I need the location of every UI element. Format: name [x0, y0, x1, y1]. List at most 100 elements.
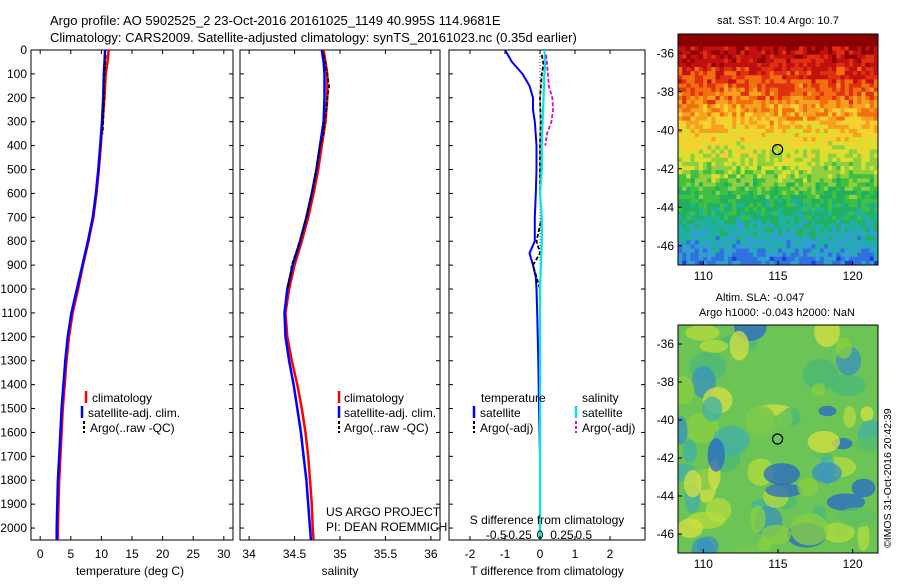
sst-cell	[740, 244, 746, 249]
sst-cell	[707, 223, 712, 229]
sst-cell	[803, 100, 808, 105]
sst-cell	[811, 190, 816, 196]
sst-cell	[744, 174, 750, 179]
sst-cell	[832, 54, 837, 60]
sst-cell	[865, 62, 871, 68]
sst-cell	[769, 128, 775, 134]
sst-cell	[740, 46, 746, 51]
sst-cell	[719, 207, 725, 212]
sst-cell	[832, 91, 837, 97]
sst-cell	[865, 182, 871, 188]
sst-cell	[782, 186, 787, 192]
sst-cell	[832, 58, 837, 64]
sst-cell	[807, 133, 812, 138]
sst-cell	[719, 244, 725, 249]
sst-cell	[865, 91, 871, 97]
sst-cell	[748, 62, 754, 68]
sst-cell	[803, 203, 808, 208]
sst-cell	[723, 178, 729, 183]
sst-cell	[828, 120, 833, 126]
sst-cell	[765, 244, 771, 249]
sst-cell	[840, 227, 846, 233]
sst-cell	[761, 232, 766, 237]
sst-cell	[757, 95, 762, 101]
sst-cell	[786, 120, 791, 126]
sst-cell	[678, 133, 683, 138]
sst-cell	[740, 166, 746, 171]
sst-cell	[715, 153, 721, 159]
sst-cell	[728, 75, 733, 80]
sst-cell	[711, 34, 716, 39]
sst-cell	[690, 79, 696, 84]
sst-cell	[736, 124, 741, 130]
temperature-panel	[30, 49, 234, 541]
sst-cell	[798, 149, 804, 155]
sst-cell	[811, 194, 816, 200]
sst-cell	[682, 83, 687, 89]
sst-cell	[740, 256, 746, 262]
sst-cell	[686, 157, 691, 163]
sst-cell	[728, 252, 733, 258]
sst-cell	[761, 203, 766, 208]
sst-cell	[740, 141, 746, 146]
sst-cell	[757, 207, 762, 212]
sst-cell	[815, 120, 821, 126]
sst-cell	[865, 145, 871, 150]
sla-eddy	[860, 406, 874, 422]
sst-cell	[869, 190, 875, 196]
sst-cell	[807, 256, 812, 262]
x-tick-label: 0	[537, 547, 544, 561]
sst-cell	[782, 149, 787, 155]
sst-cell	[811, 116, 816, 122]
sst-cell	[757, 178, 762, 183]
sst-cell	[815, 157, 821, 163]
sst-cell	[865, 50, 871, 56]
sst-cell	[686, 46, 691, 51]
sst-cell	[744, 252, 750, 258]
sst-cell	[732, 124, 737, 130]
sst-cell	[736, 244, 741, 249]
sst-cell	[707, 219, 712, 225]
sst-cell	[857, 116, 862, 122]
sst-cell	[823, 46, 829, 51]
sst-cell	[798, 232, 804, 237]
sst-cell	[686, 67, 691, 72]
sst-cell	[682, 149, 687, 155]
sst-cell	[719, 108, 725, 113]
sst-cell	[740, 137, 746, 142]
sst-cell	[848, 240, 854, 245]
sst-cell	[736, 182, 741, 188]
sst-cell	[690, 112, 696, 117]
sst-cell	[865, 87, 871, 93]
sst-cell	[686, 124, 691, 130]
sst-cell	[869, 112, 875, 117]
sst-cell	[807, 100, 812, 105]
legend-satellite-label: satellite-adj. clim.	[88, 406, 180, 420]
sst-cell	[844, 120, 850, 126]
sst-cell	[811, 71, 816, 76]
sst-cell	[803, 46, 808, 51]
sst-cell	[686, 137, 691, 142]
sst-cell	[719, 219, 725, 225]
series-line-salinity-argo-adj-	[544, 54, 554, 146]
sla-eddy	[822, 522, 855, 543]
sst-cell	[682, 71, 687, 76]
sst-cell	[748, 260, 754, 265]
sst-cell	[703, 58, 708, 64]
sst-cell	[836, 178, 841, 183]
sst-cell	[690, 190, 696, 196]
sst-cell	[773, 157, 779, 163]
sst-cell	[823, 104, 829, 109]
sst-cell	[682, 240, 687, 245]
sst-cell	[794, 236, 800, 241]
sst-cell	[778, 91, 783, 97]
sst-cell	[823, 178, 829, 183]
sst-cell	[819, 240, 825, 245]
sst-cell	[811, 104, 816, 109]
sst-cell	[803, 104, 808, 109]
sst-cell	[723, 170, 729, 175]
sst-cell	[740, 34, 746, 39]
sst-cell	[728, 236, 733, 241]
sst-cell	[744, 54, 750, 60]
sst-cell	[753, 203, 758, 208]
